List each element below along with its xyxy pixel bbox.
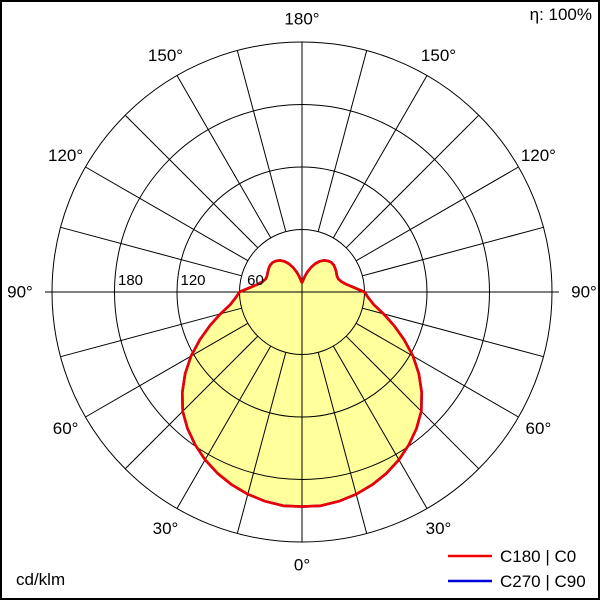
grid-radial-line	[355, 322, 519, 418]
grid-radial-line	[124, 114, 259, 249]
efficiency-label: η: 100%	[530, 5, 592, 24]
grid-radial-line	[60, 226, 242, 277]
legend-label-c90: C270 | C90	[500, 572, 586, 591]
ring-value-label: 60	[247, 272, 264, 289]
curve-layer	[181, 259, 423, 508]
grid-radial-line	[345, 114, 480, 249]
grid-radial-line	[332, 75, 428, 239]
grid-radial-line	[317, 50, 368, 232]
grid-radial-line	[345, 335, 480, 470]
unit-label: cd/klm	[16, 570, 65, 589]
grid-radial-line	[362, 307, 544, 358]
grid-radial-line	[236, 50, 287, 232]
angle-label: 90°	[7, 283, 33, 302]
angle-label: 180°	[284, 10, 319, 29]
grid-radial-line	[176, 345, 272, 509]
grid-radial-line	[355, 166, 519, 262]
angle-label: 60°	[53, 419, 79, 438]
angle-label: 90°	[571, 283, 597, 302]
grid-radial-line	[332, 345, 428, 509]
grid-radial-line	[85, 322, 249, 418]
ring-value-label: 180	[118, 272, 143, 289]
grid-radial-line	[176, 75, 272, 239]
angle-label: 30°	[426, 519, 452, 538]
ring-value-label: 120	[180, 272, 205, 289]
grid-radial-line	[362, 226, 544, 277]
legend-label-c0: C180 | C0	[500, 547, 576, 566]
legend: C180 | C0 C270 | C90	[448, 547, 586, 591]
intensity-curve	[181, 259, 423, 508]
angle-label: 60°	[526, 419, 552, 438]
grid-radial-line	[85, 166, 249, 262]
angle-label: 150°	[421, 46, 456, 65]
grid-radial-line	[60, 307, 242, 358]
grid-radial-line	[236, 352, 287, 534]
angle-label: 120°	[48, 146, 83, 165]
angle-label: 150°	[148, 46, 183, 65]
angle-label: 0°	[294, 556, 310, 575]
grid-radial-line	[317, 352, 368, 534]
grid-radial-line	[124, 335, 259, 470]
angle-label: 120°	[521, 146, 556, 165]
polar-grid-layer	[45, 41, 559, 543]
axis-label-layer: 0° 30° 30° 60° 60° 90° 90° 120° 120° 150° 150° 180°…	[7, 10, 597, 575]
angle-label: 30°	[153, 519, 179, 538]
